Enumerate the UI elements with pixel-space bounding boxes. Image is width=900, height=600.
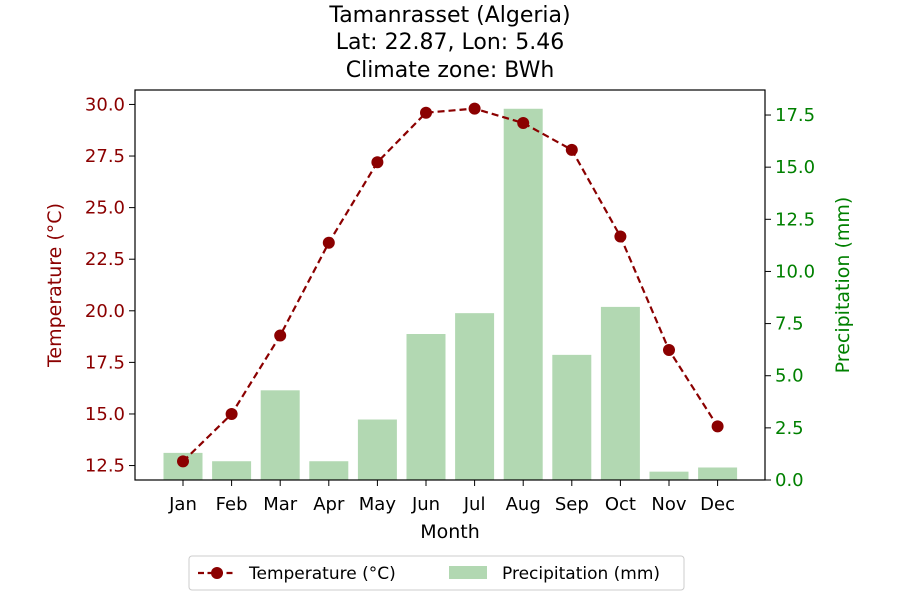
temperature-tick-label: 15.0 [85, 404, 125, 425]
precipitation-axis-label: Precipitation (mm) [832, 197, 854, 374]
legend-box [188, 555, 685, 591]
precipitation-bar-may [357, 419, 397, 480]
chart-title: Tamanrasset (Algeria) Lat: 22.87, Lon: 5… [328, 3, 570, 83]
temperature-axis: 12.5 15.0 17.5 20.0 22.5 25.0 27.5 30.0 [85, 94, 135, 477]
temperature-point-may [371, 156, 384, 169]
month-tick-label: Mar [263, 494, 298, 515]
temperature-axis-label: Temperature (°C) [44, 203, 66, 368]
precipitation-tick-label: 17.5 [775, 105, 815, 126]
temperature-point-apr [322, 236, 335, 249]
precipitation-tick-label: 12.5 [775, 209, 815, 230]
precipitation-bar-nov [649, 471, 689, 480]
temperature-point-mar [274, 329, 287, 342]
month-tick-label: Nov [651, 494, 686, 515]
title-line-1: Tamanrasset (Algeria) [328, 3, 570, 28]
precipitation-tick-label: 15.0 [775, 157, 815, 178]
temperature-tick-label: 12.5 [85, 456, 125, 477]
precipitation-bar-sep [552, 354, 592, 480]
legend-precipitation-label: Precipitation (mm) [502, 564, 660, 584]
temperature-tick-label: 20.0 [85, 301, 125, 322]
temperature-tick-label: 22.5 [85, 249, 125, 270]
precipitation-bar-aug [503, 108, 543, 480]
temperature-tick-label: 17.5 [85, 352, 125, 373]
precipitation-tick-label: 5.0 [775, 366, 804, 387]
temperature-point-sep [565, 143, 578, 156]
precipitation-bar-jun [406, 334, 446, 480]
temperature-point-jan [177, 455, 189, 468]
month-tick-label: Jul [463, 494, 486, 515]
precipitation-bar-apr [309, 461, 349, 480]
temperature-point-jun [420, 106, 432, 119]
precipitation-bar-mar [260, 390, 300, 480]
legend-temperature-label: Temperature (°C) [248, 564, 396, 584]
temperature-point-feb [225, 407, 238, 420]
month-tick-label: May [359, 494, 397, 515]
temperature-tick-label: 30.0 [85, 94, 125, 115]
precipitation-bar-jul [455, 313, 495, 480]
title-line-3: Climate zone: BWh [346, 58, 555, 83]
month-tick-label: Sep [555, 494, 589, 515]
month-tick-label: Oct [605, 494, 636, 515]
temperature-point-aug [517, 117, 530, 130]
temperature-point-dec [711, 420, 724, 433]
temperature-point-nov [663, 344, 675, 356]
month-tick-label: Jun [411, 494, 440, 515]
legend: Temperature (°C) Precipitation (mm) [188, 555, 685, 591]
precipitation-bars [163, 108, 738, 480]
plot-frame [134, 89, 766, 481]
precipitation-tick-label: 0.0 [775, 470, 804, 491]
month-axis: Jan Feb Mar Apr May Jun Jul Aug Sep Oct Nov Dec [168, 480, 735, 515]
x-axis-label: Month [420, 521, 480, 543]
temperature-tick-label: 27.5 [85, 146, 125, 167]
month-tick-label: Apr [313, 494, 345, 515]
precipitation-tick-label: 7.5 [775, 314, 804, 335]
month-tick-label: Jan [168, 494, 197, 515]
temperature-point-oct [614, 230, 627, 243]
legend-temperature-marker [211, 567, 223, 579]
temperature-point-jul [468, 102, 481, 115]
month-tick-label: Aug [506, 494, 541, 515]
title-line-2: Lat: 22.87, Lon: 5.46 [336, 30, 564, 55]
temperature-line [182, 107, 719, 463]
precipitation-bar-dec [698, 467, 738, 480]
temperature-tick-label: 25.0 [85, 198, 125, 219]
temperature-series [177, 102, 724, 468]
precipitation-tick-label: 10.0 [775, 261, 815, 282]
precipitation-bar-feb [212, 461, 252, 480]
month-tick-label: Feb [216, 494, 248, 515]
month-tick-label: Dec [700, 494, 735, 515]
precipitation-axis: 0.0 2.5 5.0 7.5 10.0 12.5 15.0 17.5 [765, 105, 815, 491]
precipitation-tick-label: 2.5 [775, 418, 804, 439]
precipitation-bar-oct [600, 306, 640, 480]
legend-precipitation-swatch [449, 566, 487, 579]
